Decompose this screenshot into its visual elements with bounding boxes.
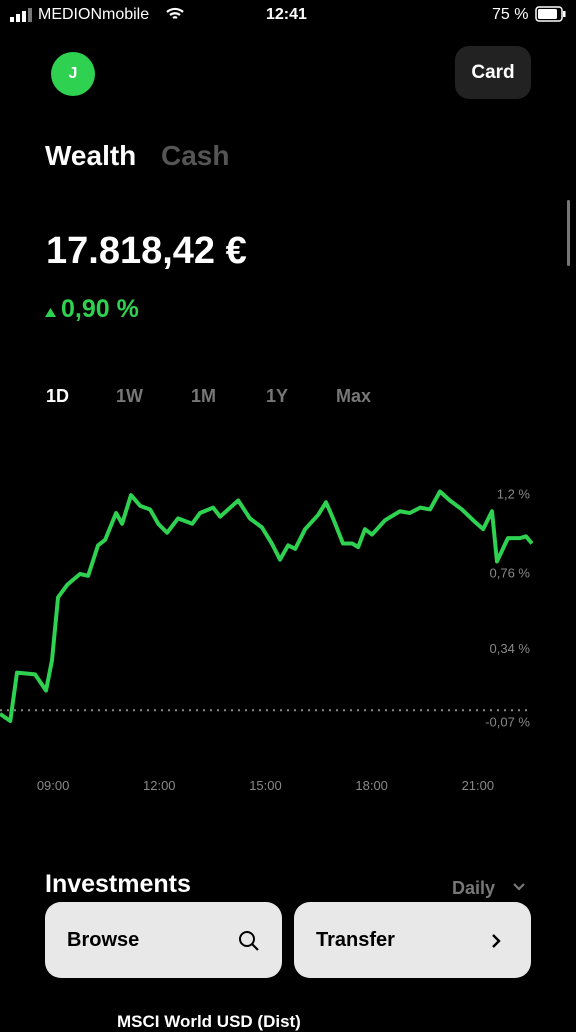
y-tick-label: 0,76 % <box>490 565 531 580</box>
x-tick-label: 21:00 <box>462 778 495 793</box>
tab-cash[interactable]: Cash <box>161 140 230 171</box>
up-arrow <box>45 308 56 317</box>
y-tick-label: 0,34 % <box>490 641 531 656</box>
tab-wealth[interactable]: Wealth <box>45 140 137 171</box>
status-bar: MEDIONmobile 12:41 75 % <box>0 0 576 30</box>
period-tab[interactable]: Max <box>336 386 372 406</box>
period-tab[interactable]: 1D <box>46 386 70 406</box>
transfer-button[interactable]: Transfer <box>294 902 531 978</box>
period-tab[interactable]: 1M <box>191 386 217 406</box>
x-tick-label: 09:00 <box>37 778 70 793</box>
battery-text: 75 % <box>492 6 529 23</box>
asset-name: MSCI World USD (Dist) <box>117 1012 301 1031</box>
price-line <box>0 489 534 724</box>
period-tab[interactable]: 1W <box>116 386 143 406</box>
clock: 12:41 <box>266 6 307 23</box>
chevron-right <box>492 934 501 948</box>
filter-dropdown[interactable]: Daily <box>452 878 496 898</box>
avatar[interactable]: J <box>51 52 95 96</box>
browse-label: Browse <box>67 929 140 951</box>
x-tick-label: 18:00 <box>355 778 388 793</box>
card-button[interactable]: Card <box>455 46 531 99</box>
transfer-label: Transfer <box>316 929 395 951</box>
chevron-down <box>513 883 525 891</box>
investments-title: Investments <box>45 870 191 898</box>
x-tick-label: 12:00 <box>143 778 176 793</box>
battery-icon <box>535 6 566 22</box>
carrier: MEDIONmobile <box>38 6 150 23</box>
line-chart: -0,07 % 0,34 % 0,76 % 1,2 % 09:00 12:00 15:00 1… <box>0 487 534 793</box>
wifi-icon <box>166 7 184 19</box>
browse-button[interactable]: Browse <box>45 902 282 978</box>
scrollbar <box>567 200 570 266</box>
period-tab[interactable]: 1Y <box>266 386 289 406</box>
y-tick-label: -0,07 % <box>485 714 530 729</box>
balance: 17.818,42 € <box>46 230 247 272</box>
y-tick-label: 1,2 % <box>497 487 531 502</box>
signal-icon <box>10 8 32 22</box>
change: 0,90 % <box>61 295 139 323</box>
x-tick-label: 15:00 <box>249 778 282 793</box>
search-icon <box>239 931 259 951</box>
